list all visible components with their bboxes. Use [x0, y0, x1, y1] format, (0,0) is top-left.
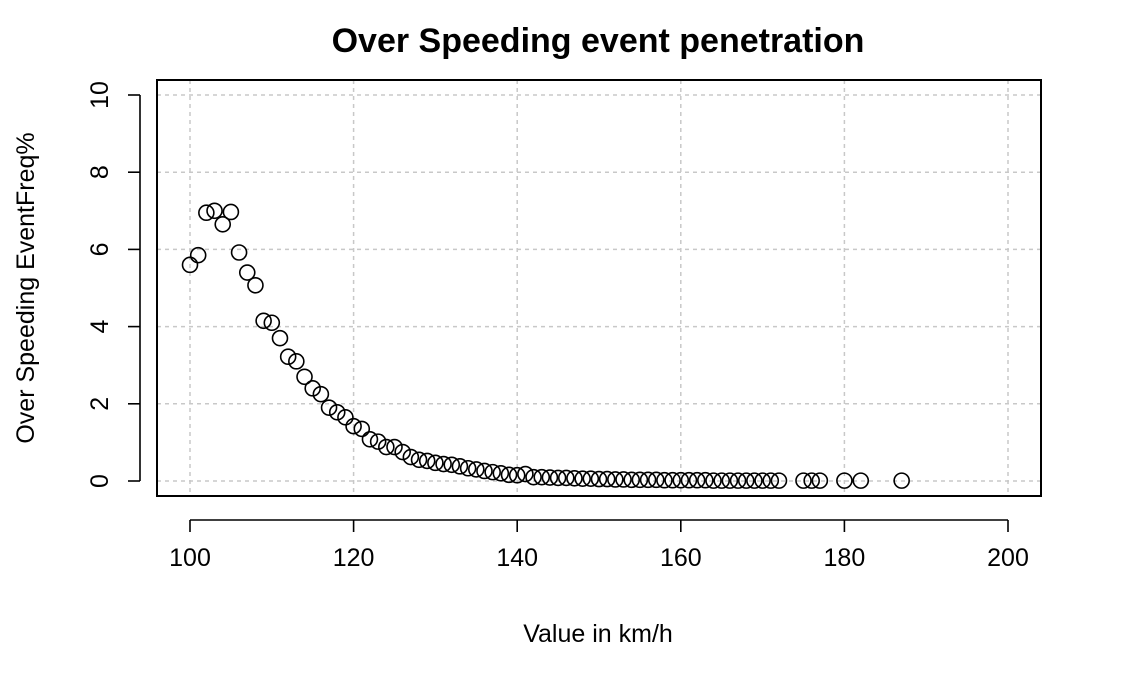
- data-point: [705, 472, 722, 489]
- data-point: [198, 204, 215, 222]
- x-tick-label: 160: [660, 544, 702, 572]
- data-point: [288, 353, 305, 370]
- data-point: [320, 399, 338, 416]
- data-point: [762, 472, 780, 489]
- y-tick-label: 2: [86, 397, 114, 411]
- data-point: [492, 464, 510, 482]
- data-point: [598, 470, 616, 488]
- data-point: [238, 264, 256, 281]
- data-point: [713, 472, 731, 489]
- y-tick-label: 4: [86, 320, 114, 334]
- data-point: [647, 471, 665, 489]
- data-point: [500, 466, 518, 484]
- data-point: [345, 417, 362, 435]
- data-point: [304, 380, 322, 397]
- data-point: [247, 276, 264, 294]
- data-point: [533, 468, 551, 486]
- x-tick-label: 200: [987, 544, 1029, 572]
- data-point: [459, 459, 477, 477]
- data-point: [656, 471, 673, 489]
- data-point: [279, 348, 297, 366]
- data-point: [697, 471, 714, 489]
- data-point: [427, 454, 444, 472]
- data-point: [386, 438, 403, 456]
- data-point: [566, 469, 583, 487]
- data-point: [296, 368, 313, 386]
- data-point: [443, 456, 461, 474]
- x-axis-label: Value in km/h: [523, 620, 673, 648]
- data-point: [255, 312, 272, 330]
- plot-frame: [156, 79, 1042, 497]
- x-tick-label: 180: [824, 544, 866, 572]
- grid: [157, 80, 1041, 496]
- data-point: [803, 472, 820, 489]
- data-point: [852, 472, 870, 489]
- data-point: [361, 431, 379, 448]
- data-point: [680, 471, 698, 489]
- data-point: [836, 472, 853, 489]
- data-point: [271, 329, 289, 347]
- data-point: [754, 472, 771, 489]
- data-point: [214, 216, 232, 233]
- axes: 100 120 140 160 180 200 0 2 4 6 8 10: [86, 81, 1029, 572]
- data-point: [328, 403, 346, 421]
- data-point: [590, 470, 608, 488]
- data-point: [378, 438, 395, 456]
- data-point: [664, 471, 681, 489]
- data-point: [353, 420, 371, 438]
- data-point: [517, 465, 534, 483]
- data-point: [893, 472, 910, 489]
- data-point: [508, 466, 526, 484]
- data-point: [222, 203, 240, 221]
- data-point: [631, 471, 649, 489]
- y-tick-label: 6: [86, 242, 114, 256]
- data-point: [402, 448, 420, 466]
- data-point: [770, 472, 788, 489]
- x-tick-label: 120: [333, 544, 375, 572]
- data-point: [312, 385, 330, 403]
- data-point: [476, 462, 493, 480]
- data-point: [615, 471, 632, 488]
- data-point: [418, 452, 436, 470]
- y-tick-label: 8: [86, 165, 114, 179]
- data-point: [582, 470, 600, 487]
- data-point: [541, 469, 559, 486]
- data-point: [451, 458, 469, 475]
- data-point: [467, 461, 485, 478]
- data-point: [230, 244, 248, 261]
- data-point: [549, 469, 567, 487]
- data-point: [672, 471, 690, 489]
- data-point: [737, 472, 755, 489]
- data-point: [181, 256, 199, 274]
- data-point: [639, 471, 657, 489]
- data-point: [746, 472, 763, 489]
- data-point: [435, 455, 452, 473]
- data-point: [729, 472, 747, 489]
- y-tick-label: 10: [86, 81, 114, 109]
- data-point: [410, 451, 428, 469]
- data-points: [181, 202, 910, 489]
- data-point: [369, 433, 387, 450]
- data-point: [557, 469, 575, 487]
- data-point: [795, 472, 812, 489]
- data-point: [484, 463, 501, 481]
- data-point: [206, 202, 223, 220]
- x-tick-label: 140: [496, 544, 538, 572]
- data-point: [394, 443, 411, 461]
- data-point: [623, 471, 641, 489]
- data-point: [574, 470, 591, 487]
- data-point: [688, 471, 706, 489]
- chart-title: Over Speeding event penetration: [332, 22, 865, 60]
- x-tick-label: 100: [169, 544, 211, 572]
- data-point: [607, 471, 624, 488]
- data-point: [811, 472, 829, 489]
- y-axis-label: Over Speeding EventFreq%: [12, 132, 40, 443]
- data-point: [263, 314, 281, 332]
- y-tick-label: 0: [86, 474, 114, 488]
- data-point: [525, 468, 542, 486]
- data-point: [189, 246, 207, 264]
- data-point: [721, 472, 739, 489]
